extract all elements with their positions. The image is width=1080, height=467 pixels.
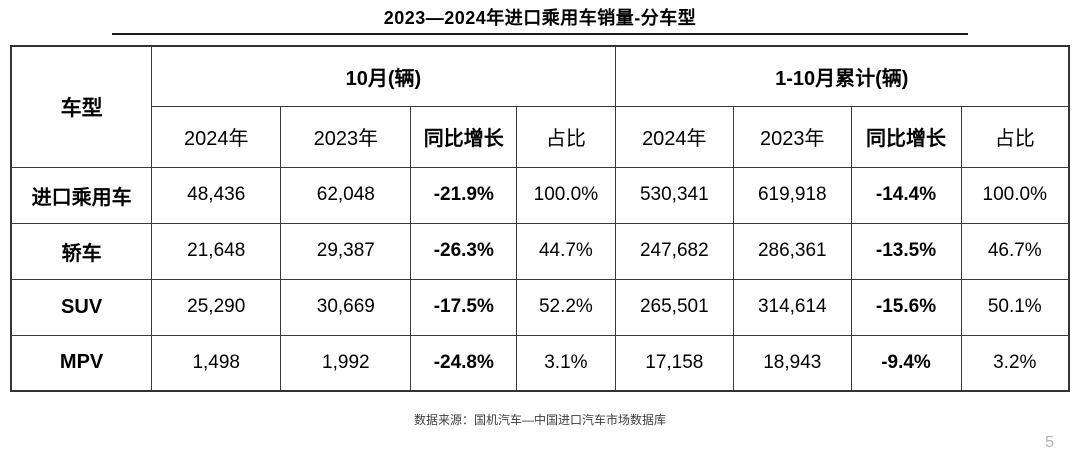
- table-row: 轿车 21,648 29,387 -26.3% 44.7% 247,682 28…: [10, 222, 1070, 280]
- cell-oct-2024: 1,498: [151, 334, 282, 392]
- cell-cum-share: 50.1%: [960, 278, 1070, 336]
- data-source-note: 数据来源：国机汽车—中国进口汽车市场数据库: [413, 413, 666, 427]
- cell-cum-yoy: -15.6%: [850, 278, 962, 336]
- header-cum-2024: 2024年: [614, 105, 735, 168]
- table-row: 进口乘用车 48,436 62,048 -21.9% 100.0% 530,34…: [10, 166, 1070, 224]
- cell-oct-2024: 21,648: [151, 222, 282, 280]
- header-cum-yoy: 同比增长: [850, 105, 962, 168]
- table-row: SUV 25,290 30,669 -17.5% 52.2% 265,501 3…: [10, 278, 1070, 336]
- cell-oct-share: 44.7%: [516, 222, 616, 280]
- title-block: 2023—2024年进口乘用车销量-分车型: [112, 8, 968, 35]
- row-label-imported-passenger-cars: 进口乘用车: [10, 166, 153, 224]
- table-row: MPV 1,498 1,992 -24.8% 3.1% 17,158 18,94…: [10, 334, 1070, 392]
- header-group-october: 10月(辆): [151, 45, 616, 107]
- cell-cum-2024: 247,682: [614, 222, 735, 280]
- cell-cum-2023: 619,918: [733, 166, 852, 224]
- cell-cum-2024: 265,501: [614, 278, 735, 336]
- cell-cum-2023: 286,361: [733, 222, 852, 280]
- header-oct-yoy: 同比增长: [410, 105, 518, 168]
- row-label-mpv: MPV: [10, 334, 153, 392]
- cell-oct-2023: 29,387: [280, 222, 412, 280]
- header-cum-2023: 2023年: [733, 105, 852, 168]
- page-title: 2023—2024年进口乘用车销量-分车型: [383, 8, 697, 28]
- cell-oct-2024: 25,290: [151, 278, 282, 336]
- cell-cum-yoy: -14.4%: [850, 166, 962, 224]
- cell-cum-share: 3.2%: [960, 334, 1070, 392]
- row-label-suv: SUV: [10, 278, 153, 336]
- cell-oct-yoy: -24.8%: [410, 334, 518, 392]
- cell-oct-share: 100.0%: [516, 166, 616, 224]
- cell-oct-yoy: -21.9%: [410, 166, 518, 224]
- cell-oct-yoy: -26.3%: [410, 222, 518, 280]
- cell-cum-yoy: -13.5%: [850, 222, 962, 280]
- cell-cum-2024: 17,158: [614, 334, 735, 392]
- cell-oct-2023: 62,048: [280, 166, 412, 224]
- cell-oct-share: 52.2%: [516, 278, 616, 336]
- cell-cum-2023: 314,614: [733, 278, 852, 336]
- table-header-group-row: 车型 10月(辆) 1-10月累计(辆): [10, 45, 1070, 168]
- header-group-cumulative: 1-10月累计(辆): [614, 45, 1070, 107]
- header-oct-share: 占比: [516, 105, 616, 168]
- cell-oct-2023: 30,669: [280, 278, 412, 336]
- cell-oct-2024: 48,436: [151, 166, 282, 224]
- cell-oct-share: 3.1%: [516, 334, 616, 392]
- header-oct-2024: 2024年: [151, 105, 282, 168]
- cell-cum-yoy: -9.4%: [850, 334, 962, 392]
- sales-table: 车型 10月(辆) 1-10月累计(辆) 2024年 2023年 同比增长 占比…: [10, 45, 1070, 392]
- table-header-sub-row: 2024年 2023年 同比增长 占比 2024年 2023年 同比增长 占比: [11, 105, 1070, 168]
- header-vehicle-type: 车型: [10, 45, 153, 168]
- cell-cum-2023: 18,943: [733, 334, 852, 392]
- cell-oct-yoy: -17.5%: [410, 278, 518, 336]
- page-number: 5: [1045, 434, 1054, 451]
- row-label-sedan: 轿车: [10, 222, 153, 280]
- cell-cum-share: 46.7%: [960, 222, 1070, 280]
- cell-oct-2023: 1,992: [280, 334, 412, 392]
- cell-cum-share: 100.0%: [960, 166, 1070, 224]
- cell-cum-2024: 530,341: [614, 166, 735, 224]
- header-oct-2023: 2023年: [280, 105, 412, 168]
- header-cum-share: 占比: [960, 105, 1070, 168]
